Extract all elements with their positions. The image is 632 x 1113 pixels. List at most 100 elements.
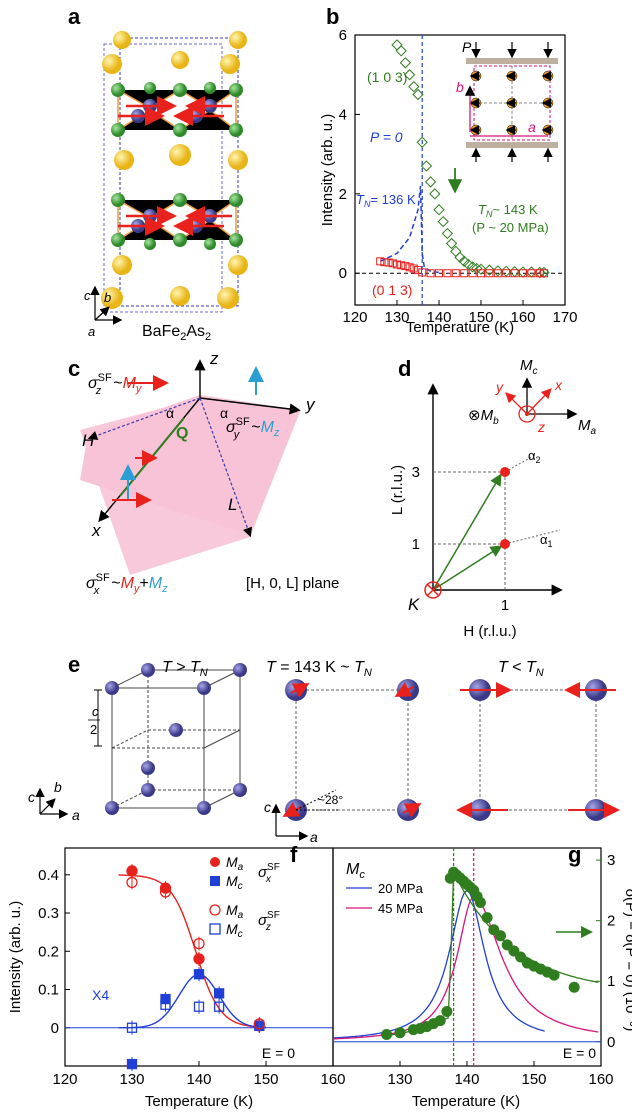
p0-label: P = 0 (370, 129, 403, 145)
K-label: K (408, 595, 420, 614)
data-point-013 (443, 269, 452, 278)
H-tick-1: 1 (501, 597, 509, 614)
data-point-013 (540, 269, 548, 278)
data-point-f (126, 876, 138, 889)
data-point-g (434, 1015, 446, 1027)
series-013 (376, 257, 548, 278)
legend-ma-2: Ma (226, 902, 244, 921)
legend-sx: σSF x (258, 862, 280, 885)
axes-triad-a (90, 285, 123, 325)
data-point-103 (424, 176, 437, 188)
y-label-d: y (495, 379, 504, 395)
cube-atoms (105, 663, 247, 815)
axis-a-label-a: a (88, 324, 95, 339)
fit-green-g (386, 871, 599, 1037)
panel-b: b 120 130 140 150 160 170 0 2 4 6 Temperature (K… (319, 4, 578, 336)
x-tick-label-f: 160 (320, 1071, 345, 1088)
data-point-g (495, 930, 506, 942)
Q-label-c: Q (176, 425, 188, 442)
point-103 (500, 467, 510, 477)
y-tick-label-b: 6 (339, 27, 347, 44)
data-point-013 (380, 258, 389, 267)
x-ticks-f: 120 130 140 150 160 (52, 1061, 346, 1088)
panel-label-e: e (68, 652, 80, 677)
alpha-label-1-c: α (166, 405, 174, 421)
data-point-103 (500, 265, 512, 277)
inset-b-label: b (456, 79, 464, 95)
data-point-103 (441, 227, 454, 240)
half-c-num: c (92, 704, 99, 719)
data-point-103 (399, 57, 412, 69)
x-axis-label-d: H (r.l.u.) (463, 623, 516, 640)
series-013-label: (0 1 3) (372, 282, 412, 298)
data-point-103 (462, 258, 475, 271)
angle-ray (295, 789, 337, 811)
tn143-label: TN~ 143 K (478, 202, 538, 219)
H-axis-c (87, 397, 201, 441)
y-tick-label-f: 0.4 (38, 867, 59, 884)
panel-f: f 120 130 140 150 160 0 0.1 0.2 0.3 0.4 Temperat… (7, 842, 346, 1110)
y-axis-d (505, 392, 528, 415)
data-point-g (481, 912, 493, 924)
data-point-f (253, 1018, 265, 1030)
data-point-013 (376, 257, 385, 266)
y-tick-label-b: 2 (339, 186, 347, 203)
y-tick-label-g: 1 (607, 973, 615, 990)
tn136-label: TN= 136 K (356, 192, 416, 209)
y-tick-label-g: 3 (607, 852, 615, 869)
point-101 (500, 539, 510, 549)
data-point-f (126, 1022, 138, 1033)
data-point-013 (519, 269, 527, 278)
z-axis-d (518, 405, 536, 423)
panel-d: d K 1 1 3 H (r.l.u.) L (r.l.u.) α1 α2 Mc… (389, 356, 597, 640)
z-label-c: z (209, 349, 219, 368)
x-axis-label-f: Temperature (K) (145, 1093, 253, 1110)
half-c-den: 2 (90, 722, 97, 737)
panel-label-b: b (326, 4, 339, 29)
series-103-label: (1 0 3) (367, 69, 407, 85)
axis-c-label-e: c (28, 789, 35, 805)
x-tick-label-b: 150 (468, 309, 493, 326)
inset-p-label: P (462, 39, 472, 55)
fit-blue-f (118, 973, 267, 1029)
x-label-c: x (91, 521, 101, 540)
panel-a: a (68, 4, 248, 343)
data-point-013 (527, 269, 536, 278)
y-axis-label-d: L (r.l.u.) (389, 465, 406, 515)
H-label-c: H (82, 431, 95, 450)
lattice-mid (295, 689, 597, 811)
data-point-103 (395, 45, 407, 57)
data-point-103 (403, 69, 416, 81)
x-tick-label-g: 150 (521, 1071, 546, 1088)
data-point-g (548, 969, 560, 981)
panel-label-c: c (68, 356, 80, 381)
plot-frame-b (354, 34, 566, 306)
x-label-d: x (554, 377, 563, 393)
Mc-label-d: Mc (520, 357, 538, 377)
alpha1-label: α1 (540, 532, 553, 549)
data-point-103 (412, 88, 424, 101)
legend-f: Ma Mc σSF x Ma Mc σSF z (209, 854, 280, 940)
x-tick-label-f: 150 (253, 1071, 278, 1088)
data-point-103 (483, 264, 496, 276)
data-point-f (193, 953, 205, 965)
x-ticks-g: 130 140 150 160 (387, 1061, 614, 1088)
y-ticks-b: 0 2 4 6 (339, 27, 360, 282)
title-t-143: T = 143 K ~ TN (266, 659, 372, 679)
title-mc-g: Mc (346, 861, 365, 881)
sigma-z-label: σSF z ~My (88, 372, 143, 397)
data-point-103 (408, 80, 420, 93)
legend-45: 45 MPa (378, 901, 424, 916)
data-point-013 (401, 262, 410, 271)
data-point-013 (510, 269, 519, 278)
data-point-013 (460, 269, 469, 278)
origin-K (424, 581, 442, 599)
legend-20: 20 MPa (378, 881, 424, 896)
x-tick-label-b: 130 (384, 309, 409, 326)
data-point-f (126, 1058, 138, 1070)
data-point-f (160, 999, 171, 1010)
e0-label-g: E = 0 (563, 1045, 596, 1061)
Q3-vector (432, 473, 502, 591)
data-point-013 (502, 269, 511, 278)
